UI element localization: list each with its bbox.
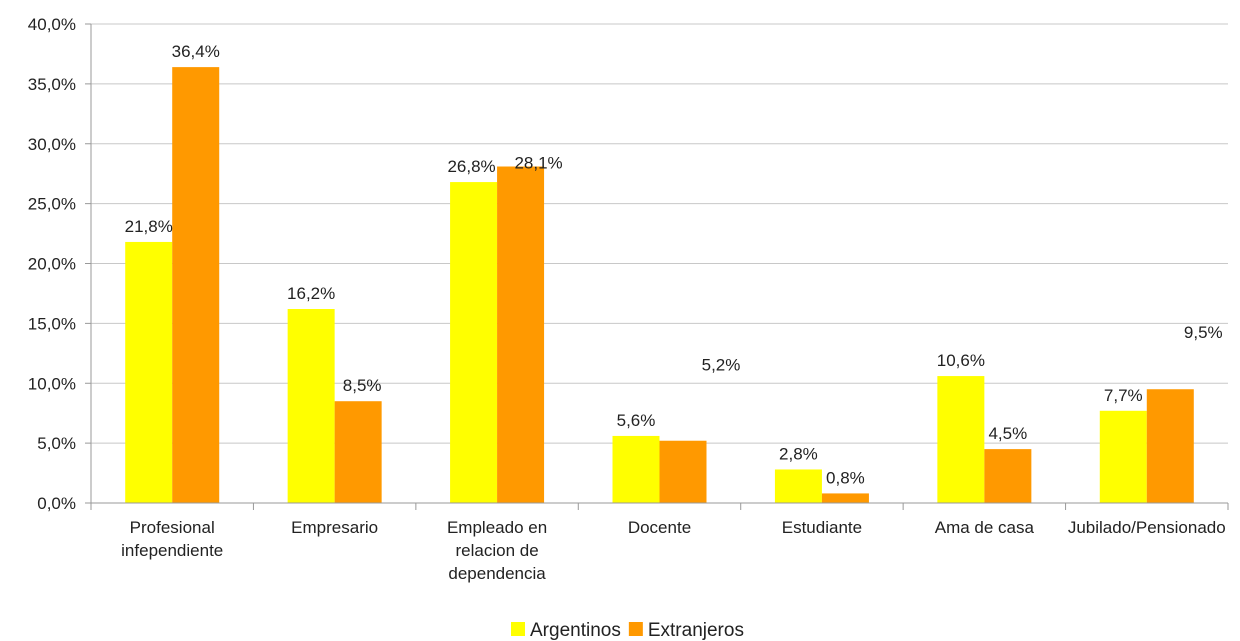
- y-tick-label: 35,0%: [28, 75, 76, 94]
- bar-extranjeros-4: [821, 493, 869, 503]
- data-label-extranjeros-6: 9,5%: [1184, 323, 1223, 342]
- data-labels: 21,8% 16,2% 26,8% 5,6% 2,8% 10,6% 7,7% 36,4% 8,5…: [125, 42, 1223, 487]
- x-category-label: Jubilado/Pensionado: [1068, 518, 1226, 537]
- bars: [125, 67, 1194, 504]
- data-label-argentinos-4: 2,8%: [779, 444, 818, 463]
- y-axis-ticks: 0,0% 5,0% 10,0% 15,0% 20,0% 25,0% 30,0% 35,0% 40…: [28, 15, 91, 513]
- y-tick-label: 0,0%: [37, 494, 76, 513]
- data-label-argentinos-5: 10,6%: [937, 351, 985, 370]
- x-category-label: Empleado en relacion de dependencia: [447, 518, 547, 583]
- x-category-label: Profesional infependiente: [121, 518, 223, 560]
- x-category-label: Ama de casa: [935, 518, 1035, 537]
- y-tick-label: 20,0%: [28, 255, 76, 274]
- legend-swatch-argentinos: [511, 622, 525, 636]
- y-tick-label: 40,0%: [28, 15, 76, 34]
- bar-argentinos-6: [1099, 410, 1147, 503]
- data-label-extranjeros-0: 36,4%: [172, 42, 220, 61]
- data-label-argentinos-0: 21,8%: [125, 217, 173, 236]
- data-label-extranjeros-3: 5,2%: [702, 356, 741, 375]
- x-category-label: Estudiante: [782, 518, 862, 537]
- bar-extranjeros-1: [334, 401, 382, 503]
- bar-argentinos-2: [450, 182, 498, 503]
- data-label-extranjeros-4: 0,8%: [826, 468, 865, 487]
- bar-extranjeros-5: [984, 449, 1032, 503]
- data-label-extranjeros-5: 4,5%: [988, 424, 1027, 443]
- legend-label-extranjeros: Extranjeros: [648, 620, 744, 641]
- bar-extranjeros-3: [659, 440, 707, 503]
- legend: Argentinos Extranjeros: [511, 620, 744, 641]
- data-label-argentinos-3: 5,6%: [617, 411, 656, 430]
- bar-extranjeros-6: [1146, 389, 1194, 503]
- data-label-extranjeros-1: 8,5%: [343, 376, 382, 395]
- y-tick-label: 30,0%: [28, 135, 76, 154]
- bar-extranjeros-0: [172, 67, 220, 504]
- x-category-label: Empresario: [291, 518, 378, 537]
- y-tick-label: 5,0%: [37, 434, 76, 453]
- data-label-extranjeros-2: 28,1%: [514, 154, 562, 173]
- bar-argentinos-0: [125, 241, 173, 503]
- y-tick-label: 15,0%: [28, 314, 76, 333]
- bar-argentinos-4: [774, 469, 822, 503]
- legend-label-argentinos: Argentinos: [530, 620, 621, 641]
- data-label-argentinos-1: 16,2%: [287, 284, 335, 303]
- legend-swatch-extranjeros: [628, 622, 643, 636]
- x-category-label: Docente: [628, 518, 691, 537]
- y-tick-label: 10,0%: [28, 374, 76, 393]
- data-label-argentinos-6: 7,7%: [1104, 386, 1143, 405]
- bar-argentinos-3: [612, 435, 660, 503]
- x-axis: Profesional infependiente Empresario Emplea…: [90, 24, 1229, 583]
- bar-argentinos-1: [287, 309, 335, 503]
- y-tick-label: 25,0%: [28, 195, 76, 214]
- data-label-argentinos-2: 26,8%: [447, 157, 495, 176]
- bar-extranjeros-2: [497, 166, 545, 503]
- gridlines: [91, 23, 1228, 444]
- bar-argentinos-5: [937, 376, 985, 503]
